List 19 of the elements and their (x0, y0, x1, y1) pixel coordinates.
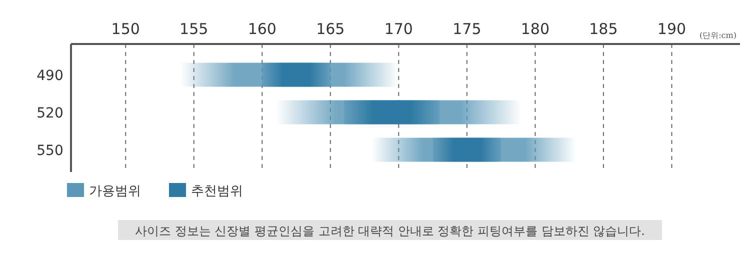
x-tick-label: 180 (520, 20, 550, 38)
x-tick-label: 175 (452, 20, 482, 38)
x-tick-label: 190 (657, 20, 686, 38)
y-tick-label: 490 (36, 68, 64, 84)
x-tick-label: 185 (589, 20, 618, 38)
text: 사이즈 정보는 신장별 평균인심을 고려한 대략적 안내로 정확한 피팅여부를 담보하진 않습니다. (135, 224, 645, 238)
bar (432, 138, 502, 162)
bar (344, 100, 440, 124)
x-tick-label: 160 (248, 20, 276, 38)
x-tick-label: 165 (316, 20, 345, 38)
y-tick-label: 550 (36, 142, 64, 159)
y-tick-label: 520 (36, 105, 64, 122)
text: (단위:cm) (699, 31, 737, 40)
bar (262, 62, 330, 87)
x-tick-label: 155 (180, 20, 208, 38)
legend-label: 가용범위 (89, 184, 141, 199)
legend-label: 추천범위 (191, 184, 243, 199)
x-tick-label: 170 (384, 20, 413, 38)
x-tick-label: 150 (111, 20, 140, 38)
